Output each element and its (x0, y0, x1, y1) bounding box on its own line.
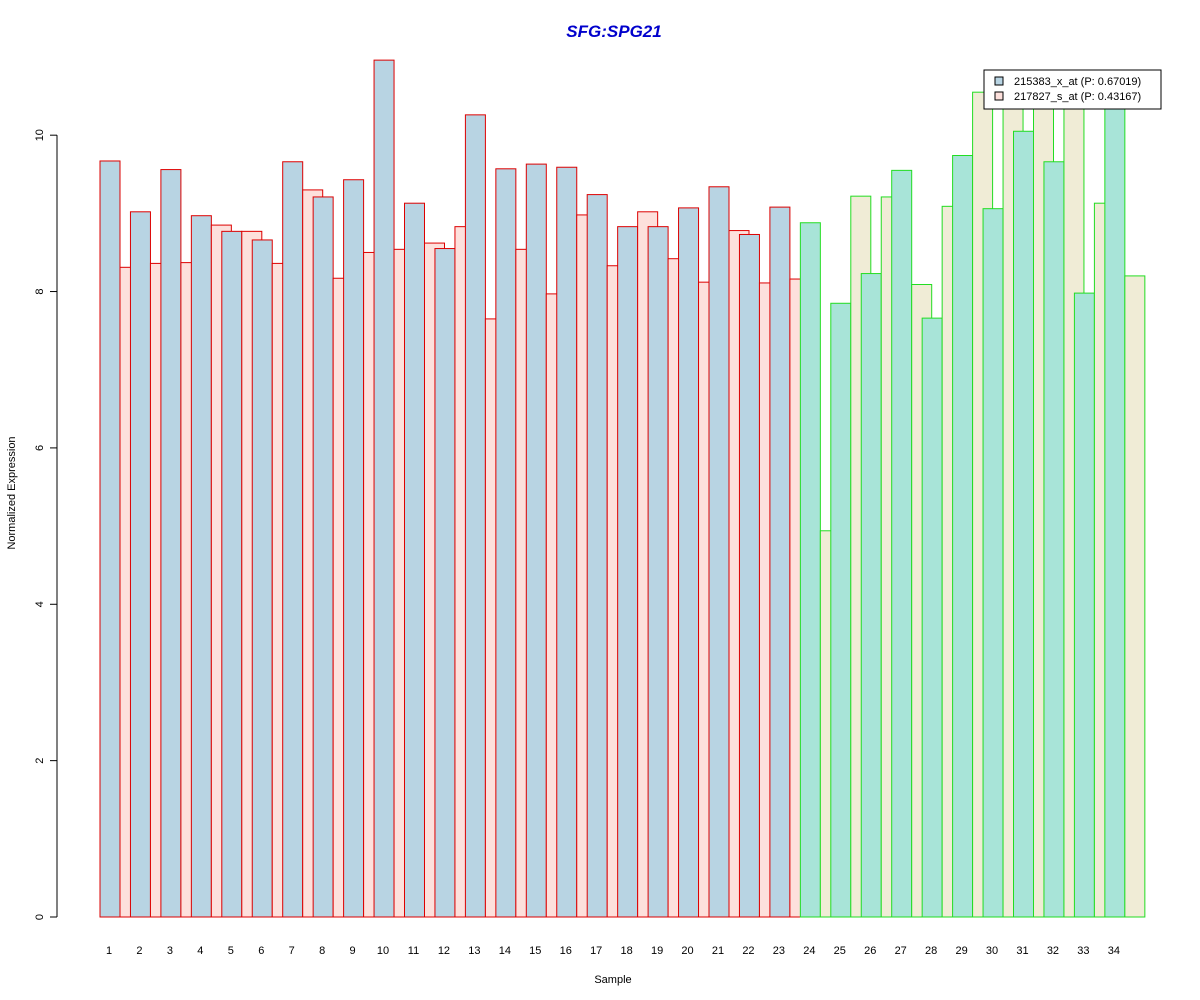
legend-swatch-series2 (994, 91, 1004, 101)
bar-series1-sample-27 (891, 169, 913, 918)
x-tick-label: 23 (773, 945, 785, 957)
x-tick-label: 14 (499, 945, 511, 957)
bar-series1-sample-6 (251, 239, 273, 918)
bar-series1-sample-20 (678, 207, 700, 918)
bar-series1-sample-9 (343, 179, 365, 918)
bar-series1-sample-22 (738, 233, 760, 918)
bar-series1-sample-33 (1073, 292, 1095, 918)
x-tick-label: 18 (621, 945, 633, 957)
bar-series2-sample-34 (1124, 275, 1146, 918)
x-tick-label: 32 (1047, 945, 1059, 957)
y-tick-label: 2 (34, 758, 46, 764)
bars-group (99, 59, 1146, 918)
bar-series1-sample-13 (464, 114, 486, 918)
bar-series1-sample-8 (312, 196, 334, 918)
x-tick-label: 8 (319, 945, 325, 957)
bar-series1-sample-25 (830, 302, 852, 918)
legend-box (983, 69, 1162, 110)
bar-series1-sample-30 (982, 208, 1004, 918)
legend-swatch-series1 (994, 76, 1004, 86)
x-tick-label: 7 (289, 945, 295, 957)
y-axis-label: Normalized Expression (6, 436, 18, 549)
x-tick-label: 12 (438, 945, 450, 957)
bar-series1-sample-31 (1013, 130, 1034, 918)
x-tick-label: 24 (803, 945, 815, 957)
x-tick-label: 6 (258, 945, 264, 957)
x-tick-label: 16 (560, 945, 572, 957)
x-axis-label: Sample (594, 974, 631, 986)
bar-series1-sample-3 (160, 169, 182, 918)
y-tick-label: 0 (34, 914, 46, 920)
bar-series1-sample-21 (708, 186, 730, 918)
legend: 215383_x_at (P: 0.67019) 217827_s_at (P: … (983, 69, 1162, 110)
x-tick-label: 34 (1108, 945, 1120, 957)
bar-series1-sample-7 (282, 161, 304, 918)
bar-series1-sample-32 (1043, 161, 1065, 918)
x-tick-label: 20 (681, 945, 693, 957)
x-tick-label: 5 (228, 945, 234, 957)
x-tick-label: 11 (408, 945, 419, 957)
y-tick-label: 6 (34, 445, 46, 451)
bar-series1-sample-19 (647, 226, 669, 918)
x-tick-label: 19 (651, 945, 663, 957)
legend-label-series2: 217827_s_at (P: 0.43167) (1014, 91, 1141, 103)
bar-series1-sample-1 (99, 160, 121, 918)
bar-series1-sample-23 (769, 206, 791, 918)
x-tick-label: 29 (955, 945, 967, 957)
bar-series1-sample-12 (434, 248, 456, 918)
x-tick-label: 30 (986, 945, 998, 957)
x-tick-labels: 1 2 3 4 5 6 7 8 9 10 11 12 13 14 15 16 17 18 19 20 21 22 23 24 2… (106, 945, 1120, 957)
x-tick-label: 33 (1077, 945, 1089, 957)
x-tick-label: 10 (377, 945, 389, 957)
x-tick-label: 13 (468, 945, 480, 957)
x-tick-label: 15 (529, 945, 541, 957)
bar-series1-sample-5 (221, 230, 243, 918)
x-tick-label: 4 (197, 945, 203, 957)
y-tick-label: 8 (34, 288, 46, 294)
x-tick-label: 17 (590, 945, 602, 957)
x-tick-label: 26 (864, 945, 876, 957)
bar-series1-sample-4 (190, 215, 212, 918)
x-tick-label: 25 (834, 945, 846, 957)
x-tick-label: 21 (712, 945, 724, 957)
bar-series1-sample-34 (1104, 107, 1126, 918)
bar-series1-sample-18 (617, 226, 639, 918)
chart-title: SFG:SPG21 (566, 22, 661, 41)
x-tick-label: 27 (895, 945, 907, 957)
bar-series1-sample-16 (556, 166, 578, 918)
bar-series1-sample-15 (525, 163, 547, 918)
bar-series1-sample-17 (586, 194, 608, 918)
x-tick-label: 3 (167, 945, 173, 957)
x-tick-label: 28 (925, 945, 937, 957)
x-tick-label: 31 (1016, 945, 1028, 957)
y-tick-label: 4 (34, 601, 46, 607)
bar-series1-sample-10 (373, 59, 395, 918)
bar-series1-sample-26 (860, 273, 882, 918)
bar-series1-sample-29 (952, 155, 974, 918)
bar-series1-sample-2 (129, 211, 151, 918)
x-tick-label: 22 (742, 945, 754, 957)
x-tick-label: 2 (136, 945, 142, 957)
bar-series1-sample-28 (921, 317, 943, 918)
legend-label-series1: 215383_x_at (P: 0.67019) (1014, 76, 1141, 88)
y-tick-label: 10 (34, 129, 46, 141)
x-tick-label: 9 (350, 945, 356, 957)
x-tick-label: 1 (106, 945, 112, 957)
bar-series1-sample-14 (495, 168, 517, 918)
bar-series1-sample-24 (799, 222, 821, 918)
y-axis: 0 2 4 6 8 10 (34, 129, 58, 920)
bar-series1-sample-11 (404, 202, 425, 918)
